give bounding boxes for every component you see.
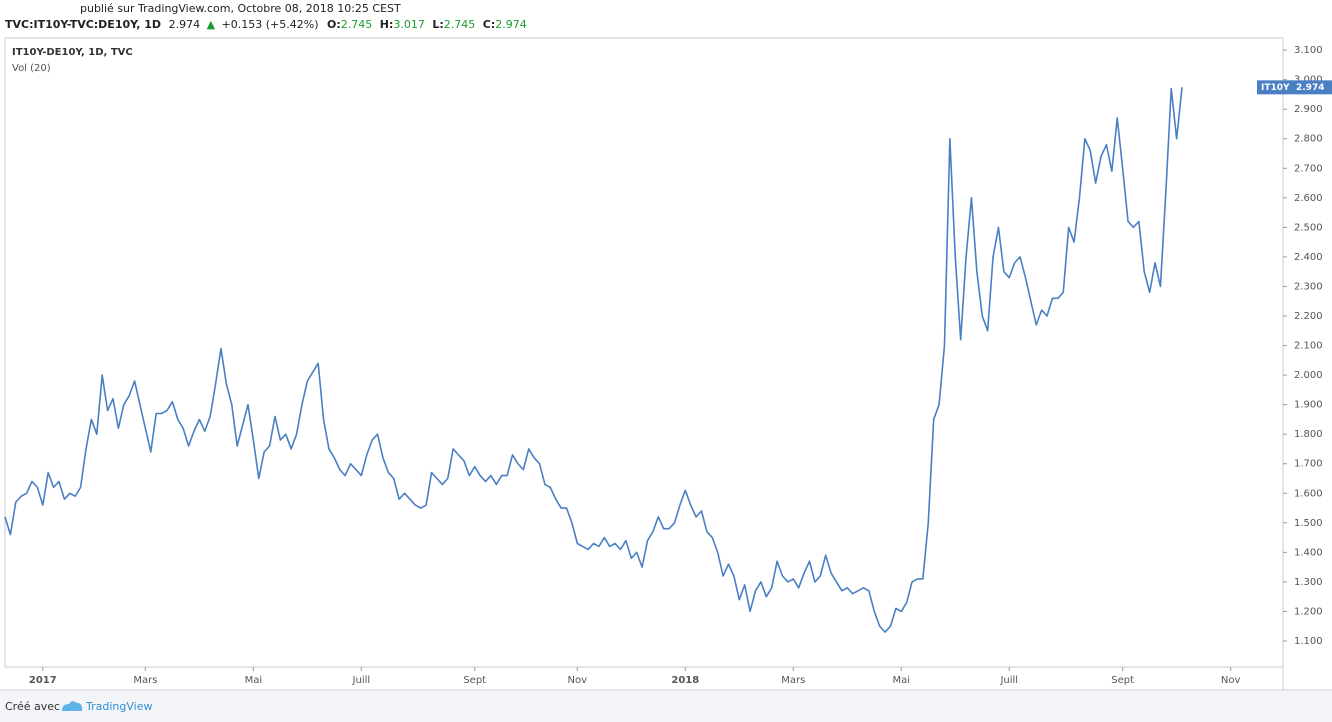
y-tick-label: 2.600 [1294, 193, 1323, 204]
y-tick-label: 2.500 [1294, 222, 1323, 233]
y-tick-label: 2.000 [1294, 370, 1323, 381]
x-tick-label: 2017 [29, 675, 57, 686]
x-tick-label: Nov [1221, 675, 1241, 686]
y-tick-label: 2.400 [1294, 252, 1323, 263]
y-tick-label: 2.200 [1294, 311, 1323, 322]
y-tick-label: 2.800 [1294, 134, 1323, 145]
published-note: publié sur TradingView.com, Octobre 08, … [80, 2, 401, 15]
footer-brand[interactable]: TradingView [85, 700, 152, 713]
y-tick-label: 1.500 [1294, 518, 1323, 529]
header: TVC:IT10Y-TVC:DE10Y, 1D 2.974 ▲ +0.153 (… [5, 18, 527, 31]
indicator-label: Vol (20) [12, 63, 51, 74]
ohlc-label: O: [327, 18, 341, 31]
price-tag-name-box [1257, 80, 1292, 95]
price-tag-name: IT10Y [1261, 83, 1290, 93]
y-tick-label: 1.300 [1294, 577, 1323, 588]
ohlc-label: L: [432, 18, 443, 31]
x-tick-label: Sept [463, 675, 486, 686]
y-tick-label: 3.100 [1294, 45, 1323, 56]
header-change: +0.153 (+5.42%) [222, 18, 319, 31]
ohlc-label: H: [380, 18, 394, 31]
x-tick-label: Mars [781, 675, 805, 686]
y-tick-label: 2.900 [1294, 104, 1323, 115]
x-tick-label: 2018 [671, 675, 699, 686]
legend-title: IT10Y-DE10Y, 1D, TVC [12, 47, 133, 58]
y-tick-label: 2.700 [1294, 163, 1323, 174]
footer-made-with: Créé avec [5, 700, 60, 713]
x-tick-label: Nov [568, 675, 588, 686]
y-tick-label: 1.200 [1294, 606, 1323, 617]
x-tick-label: Juill [352, 675, 371, 686]
price-tag-value: 2.974 [1296, 83, 1324, 93]
y-tick-label: 1.900 [1294, 400, 1323, 411]
ohlc-value: 2.745 [341, 18, 373, 31]
price-line [4, 87, 1183, 633]
header-symbol: TVC:IT10Y-TVC:DE10Y, 1D [5, 18, 161, 31]
ohlc-value: 3.017 [393, 18, 425, 31]
brand-logo [62, 701, 83, 711]
footer-bar [0, 691, 1332, 722]
ohlc-value: 2.745 [444, 18, 476, 31]
x-tick-label: Juill [999, 675, 1018, 686]
y-tick-label: 2.100 [1294, 341, 1323, 352]
x-tick-label: Sept [1111, 675, 1134, 686]
y-tick-label: 1.800 [1294, 429, 1323, 440]
price-tag-value-box [1292, 80, 1332, 95]
y-tick-label: 1.700 [1294, 459, 1323, 470]
ohlc-label: C: [483, 18, 495, 31]
y-tick-label: 3.000 [1294, 75, 1323, 86]
up-arrow: ▲ [207, 18, 216, 31]
y-tick-label: 1.100 [1294, 636, 1323, 647]
y-tick-label: 1.400 [1294, 547, 1323, 558]
x-tick-label: Mai [893, 675, 911, 686]
ohlc-value: 2.974 [495, 18, 527, 31]
header-last: 2.974 [169, 18, 201, 31]
y-tick-label: 1.600 [1294, 488, 1323, 499]
y-tick-label: 2.300 [1294, 281, 1323, 292]
x-tick-label: Mai [245, 675, 263, 686]
x-tick-label: Mars [133, 675, 157, 686]
